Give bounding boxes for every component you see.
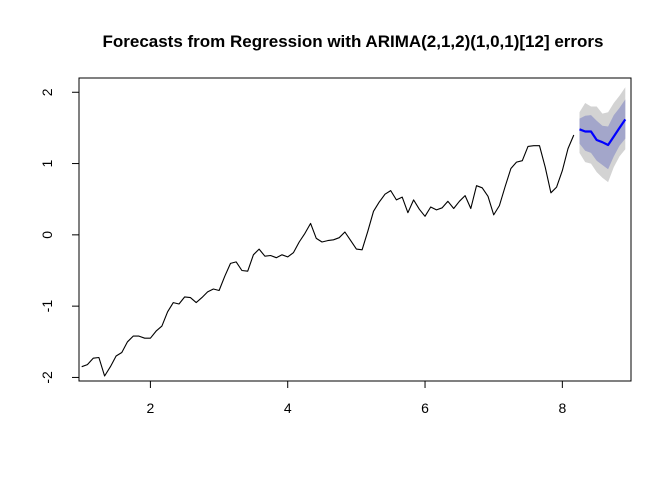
- y-axis: -2 -1 0 1 2: [39, 88, 80, 384]
- interval-band-80: [579, 99, 626, 170]
- chart-title: Forecasts from Regression with ARIMA(2,1…: [102, 32, 603, 51]
- x-tick-label: 6: [421, 400, 429, 416]
- forecast-series-line: [579, 118, 627, 147]
- x-tick-label: 2: [147, 400, 155, 416]
- plot-frame: [78, 77, 632, 382]
- x-axis: 2 4 6 8: [147, 380, 566, 416]
- y-tick-label: 2: [39, 88, 55, 96]
- y-tick-label: 0: [39, 231, 55, 239]
- y-tick-label: -2: [39, 371, 55, 384]
- observed-series-line: [81, 134, 575, 377]
- y-tick-label: -1: [39, 300, 55, 313]
- y-tick-label: 1: [39, 159, 55, 167]
- x-tick-label: 4: [284, 400, 292, 416]
- x-tick-label: 8: [558, 400, 566, 416]
- series-lines: [81, 118, 627, 377]
- prediction-intervals: [579, 87, 626, 183]
